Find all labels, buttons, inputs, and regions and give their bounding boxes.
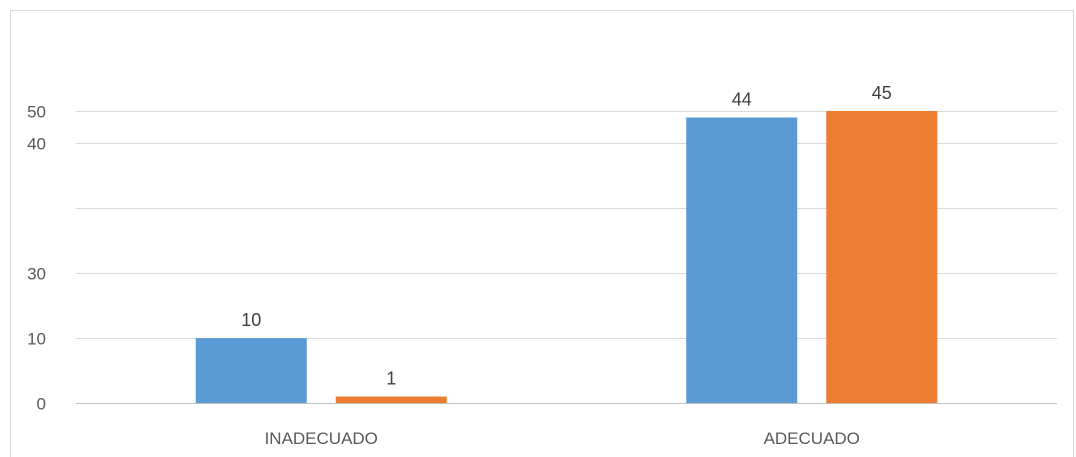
x-category-label: ADECUADO [764,429,860,448]
x-axis-category-labels: INADECUADO ADECUADO [265,429,860,448]
y-tick-label: 0 [37,395,46,414]
data-label: 10 [241,310,261,330]
bar-inadecuado-series-1 [195,338,307,403]
bars [195,111,938,403]
data-label: 45 [872,83,892,103]
y-tick-label: 50 [27,103,46,122]
y-tick-label: 40 [27,135,46,154]
data-labels: 10 1 44 45 [241,83,892,389]
x-category-label: INADECUADO [265,429,378,448]
bar-inadecuado-series-2 [335,396,447,403]
y-tick-label: 10 [27,330,46,349]
y-tick-label: 30 [27,265,46,284]
data-label: 1 [386,369,396,389]
bar-adecuado-series-1 [686,117,798,403]
chart-frame [10,10,1074,457]
y-axis-tick-labels: 0 10 30 40 50 [27,103,46,414]
data-label: 44 [732,89,752,109]
bar-adecuado-series-2 [826,111,938,403]
